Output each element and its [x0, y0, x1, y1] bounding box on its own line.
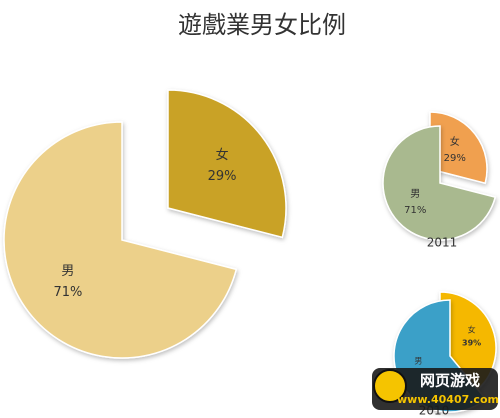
slice-category: 女 — [450, 135, 460, 148]
watermark: 网页游戏 www.40407.com — [372, 368, 499, 410]
watermark-logo — [373, 369, 407, 403]
slice-category: 男 — [410, 188, 420, 200]
chart-title: 遊戲業男女比例 — [178, 11, 346, 39]
slice-category: 男 — [61, 264, 74, 279]
watermark-brand: 网页游戏 — [420, 372, 480, 390]
pie-slice — [167, 89, 287, 239]
slice-value-label: 39% — [462, 339, 481, 348]
pie-title: 2011 — [427, 236, 458, 250]
slice-value-label: 71% — [53, 285, 82, 300]
watermark-url: www.40407.com — [397, 393, 499, 406]
pie-slice — [429, 111, 488, 185]
pie-slice — [382, 125, 497, 241]
slice-value-label: 71% — [404, 205, 426, 216]
pie-slice — [3, 121, 238, 359]
slice-value-label: 29% — [444, 153, 466, 164]
slice-category: 女 — [468, 325, 476, 335]
slice-value-label: 29% — [208, 169, 237, 184]
slice-category: 女 — [216, 147, 229, 163]
slice-category: 男 — [414, 356, 422, 365]
